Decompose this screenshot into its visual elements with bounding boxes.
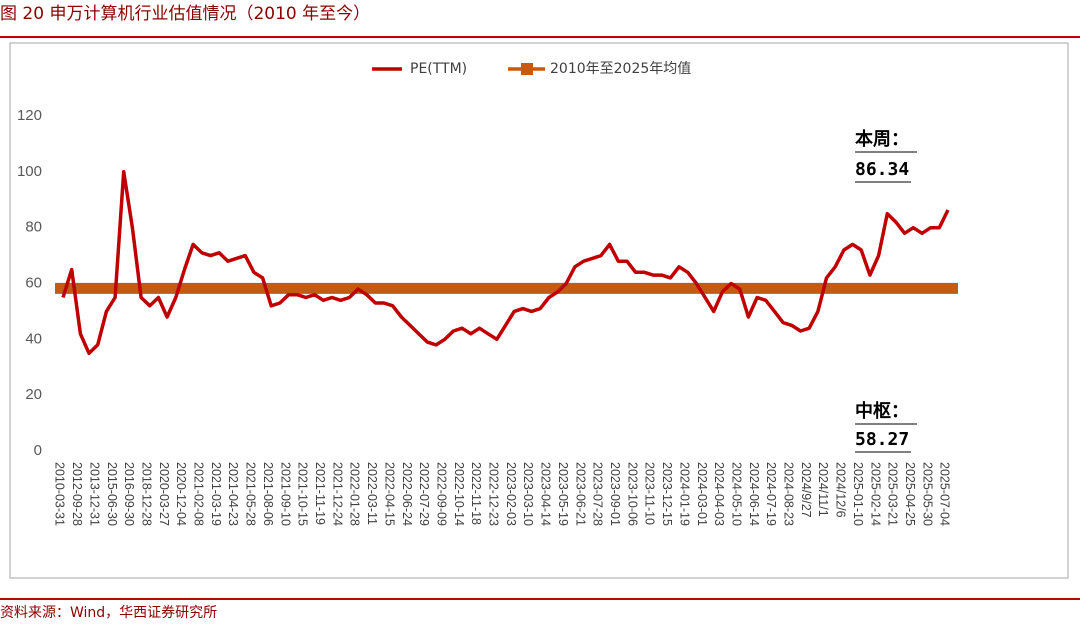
y-tick-label: 0 [34,442,42,459]
x-tick-label: 2023-03-10 [521,462,535,526]
x-tick-label: 2024/12/6 [834,462,848,518]
y-tick-label: 100 [17,163,42,180]
x-tick-label: 2025-07-04 [938,462,952,526]
x-tick-label: 2024-07-19 [764,462,778,526]
x-tick-label: 2016-09-30 [122,462,136,526]
x-tick-label: 2023-07-28 [591,462,605,526]
x-tick-label: 2021-12-24 [330,462,344,526]
x-tick-label: 2025-04-25 [903,462,917,526]
y-tick-label: 80 [25,219,42,236]
annotation: 86.34 [855,159,909,180]
x-tick-label: 2021-10-15 [296,462,310,526]
x-tick-label: 2023-04-14 [539,462,553,526]
x-tick-label: 2013-12-31 [87,462,101,526]
x-tick-label: 2021-02-08 [192,462,206,526]
x-tick-label: 2023-10-06 [625,462,639,526]
x-tick-label: 2010-03-31 [53,462,67,526]
legend-label: 2010年至2025年均值 [550,61,691,77]
x-tick-label: 2022-01-28 [348,462,362,526]
x-tick-label: 2023-12-15 [660,462,674,526]
x-tick-label: 2022-11-18 [469,462,483,525]
x-tick-label: 2021-11-19 [313,462,327,525]
x-tick-label: 2021-05-28 [244,462,258,526]
data-line [61,170,950,356]
x-tick-label: 2022-06-24 [400,462,414,526]
y-tick-label: 20 [25,386,42,403]
x-tick-label: 2023-02-03 [504,462,518,526]
x-tick-label: 2024/9/27 [799,462,813,518]
legend-label: PE(TTM) [410,61,467,77]
x-tick-label: 2023-06-21 [573,462,587,526]
x-tick-label: 2022-07-29 [417,462,431,526]
x-tick-label: 2024-03-01 [695,462,709,526]
x-tick-label: 2023-09-01 [608,462,622,526]
x-tick-label: 2021-04-23 [226,462,240,526]
x-tick-label: 2020-12-04 [174,462,188,526]
x-tick-label: 2020-03-27 [157,462,171,526]
x-tick-label: 2025-03-21 [886,462,900,526]
x-tick-label: 2022-10-14 [452,462,466,526]
x-tick-label: 2022-09-09 [434,462,448,526]
annotation: 中枢： [855,400,909,422]
x-tick-label: 2025-01-10 [851,462,865,526]
x-tick-label: 2024-06-14 [747,462,761,526]
annotation: 本周： [855,128,909,150]
y-tick-label: 60 [25,274,42,291]
legend-swatch [521,63,533,75]
plot-frame [9,42,1069,579]
x-tick-label: 2025-05-30 [920,462,934,526]
x-tick-label: 2022-03-11 [365,462,379,525]
chart-title: 图 20 申万计算机行业估值情况（2010 年至今） [0,4,370,24]
x-tick-label: 2024-08-23 [782,462,796,526]
annotation: 58.27 [855,429,909,450]
x-tick-label: 2018-12-28 [139,462,153,526]
x-tick-label: 2023-05-19 [556,462,570,526]
x-tick-label: 2015-06-30 [105,462,119,526]
y-tick-label: 40 [25,330,42,347]
x-tick-label: 2021-08-06 [261,462,275,526]
x-tick-label: 2021-09-10 [278,462,292,526]
x-tick-label: 2024-04-03 [712,462,726,526]
source-note: 资料来源：Wind，华西证券研究所 [0,605,217,621]
x-tick-label: 2024-01-19 [677,462,691,526]
x-tick-label: 2025-02-14 [868,462,882,526]
x-tick-label: 2021-03-19 [209,462,223,526]
x-tick-label: 2024/11/1 [816,462,830,517]
x-tick-label: 2022-04-15 [382,462,396,526]
x-tick-label: 2012-09-28 [70,462,84,526]
x-tick-label: 2023-11-10 [643,462,657,525]
y-tick-label: 120 [17,107,42,124]
x-tick-label: 2022-12-23 [487,462,501,526]
x-tick-label: 2024-05-10 [729,462,743,526]
